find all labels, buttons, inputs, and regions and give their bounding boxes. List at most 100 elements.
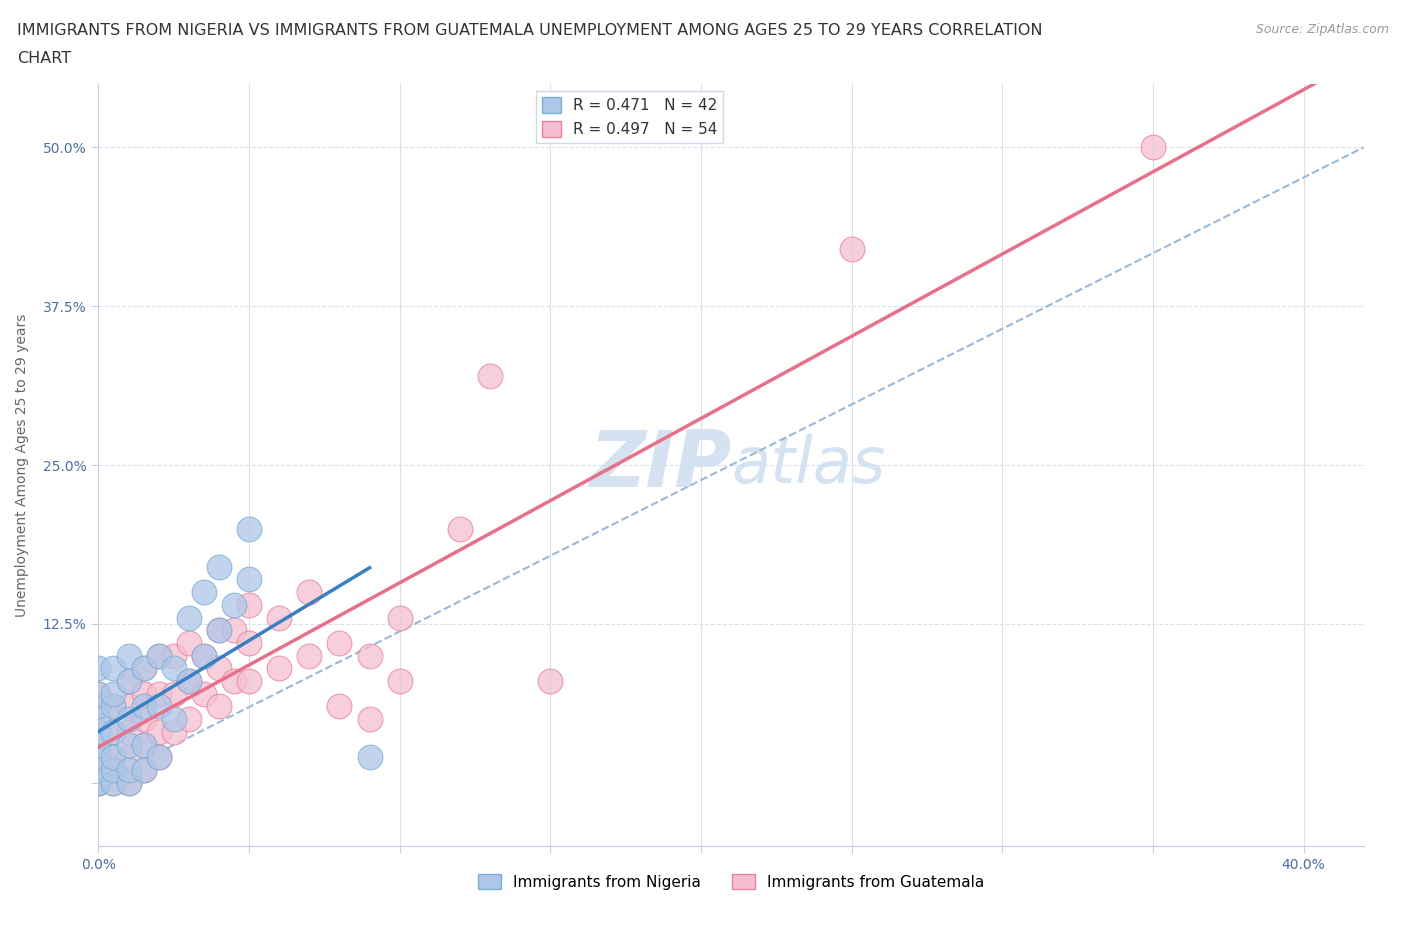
- Point: [208, 623, 231, 638]
- Point: [148, 750, 170, 764]
- Point: [103, 724, 125, 739]
- Point: [87, 737, 110, 752]
- Point: [103, 763, 125, 777]
- Point: [298, 585, 321, 600]
- Point: [841, 242, 863, 257]
- Text: Source: ZipAtlas.com: Source: ZipAtlas.com: [1256, 23, 1389, 36]
- Point: [222, 623, 245, 638]
- Point: [87, 776, 110, 790]
- Point: [117, 763, 139, 777]
- Point: [163, 648, 186, 663]
- Point: [538, 673, 561, 688]
- Point: [103, 776, 125, 790]
- Point: [87, 724, 110, 739]
- Point: [117, 711, 139, 726]
- Point: [163, 724, 186, 739]
- Point: [359, 648, 381, 663]
- Point: [238, 521, 260, 536]
- Point: [163, 661, 186, 676]
- Point: [359, 711, 381, 726]
- Point: [328, 699, 350, 714]
- Point: [238, 635, 260, 650]
- Point: [208, 699, 231, 714]
- Point: [238, 597, 260, 612]
- Point: [148, 699, 170, 714]
- Point: [449, 521, 471, 536]
- Point: [103, 724, 125, 739]
- Point: [148, 686, 170, 701]
- Point: [87, 737, 110, 752]
- Point: [148, 724, 170, 739]
- Point: [479, 368, 502, 383]
- Point: [148, 750, 170, 764]
- Point: [208, 559, 231, 574]
- Point: [148, 648, 170, 663]
- Point: [103, 699, 125, 714]
- Point: [87, 776, 110, 790]
- Point: [132, 661, 155, 676]
- Point: [177, 610, 200, 625]
- Text: atlas: atlas: [731, 434, 886, 496]
- Point: [193, 648, 215, 663]
- Point: [87, 686, 110, 701]
- Point: [132, 737, 155, 752]
- Point: [1142, 140, 1164, 154]
- Point: [103, 686, 125, 701]
- Point: [87, 699, 110, 714]
- Point: [132, 661, 155, 676]
- Point: [117, 673, 139, 688]
- Point: [117, 673, 139, 688]
- Point: [103, 776, 125, 790]
- Y-axis label: Unemployment Among Ages 25 to 29 years: Unemployment Among Ages 25 to 29 years: [15, 313, 30, 617]
- Point: [132, 763, 155, 777]
- Point: [103, 661, 125, 676]
- Point: [238, 572, 260, 587]
- Point: [132, 699, 155, 714]
- Point: [103, 750, 125, 764]
- Text: ZIP: ZIP: [589, 427, 731, 503]
- Point: [269, 661, 291, 676]
- Point: [359, 750, 381, 764]
- Point: [208, 661, 231, 676]
- Point: [87, 763, 110, 777]
- Point: [87, 750, 110, 764]
- Point: [117, 776, 139, 790]
- Point: [208, 623, 231, 638]
- Point: [117, 648, 139, 663]
- Point: [132, 711, 155, 726]
- Point: [87, 711, 110, 726]
- Point: [388, 610, 411, 625]
- Point: [193, 686, 215, 701]
- Point: [222, 597, 245, 612]
- Point: [117, 750, 139, 764]
- Point: [269, 610, 291, 625]
- Point: [177, 673, 200, 688]
- Point: [193, 648, 215, 663]
- Point: [117, 699, 139, 714]
- Point: [117, 776, 139, 790]
- Point: [222, 673, 245, 688]
- Point: [163, 686, 186, 701]
- Point: [132, 737, 155, 752]
- Point: [87, 776, 110, 790]
- Point: [87, 763, 110, 777]
- Point: [132, 686, 155, 701]
- Point: [177, 711, 200, 726]
- Point: [388, 673, 411, 688]
- Text: CHART: CHART: [17, 51, 70, 66]
- Text: IMMIGRANTS FROM NIGERIA VS IMMIGRANTS FROM GUATEMALA UNEMPLOYMENT AMONG AGES 25 : IMMIGRANTS FROM NIGERIA VS IMMIGRANTS FR…: [17, 23, 1042, 38]
- Point: [117, 737, 139, 752]
- Point: [87, 661, 110, 676]
- Point: [132, 763, 155, 777]
- Point: [193, 585, 215, 600]
- Point: [298, 648, 321, 663]
- Point: [103, 750, 125, 764]
- Point: [117, 724, 139, 739]
- Point: [103, 699, 125, 714]
- Point: [163, 711, 186, 726]
- Legend: Immigrants from Nigeria, Immigrants from Guatemala: Immigrants from Nigeria, Immigrants from…: [472, 868, 990, 896]
- Point: [87, 711, 110, 726]
- Point: [177, 673, 200, 688]
- Point: [238, 673, 260, 688]
- Point: [177, 635, 200, 650]
